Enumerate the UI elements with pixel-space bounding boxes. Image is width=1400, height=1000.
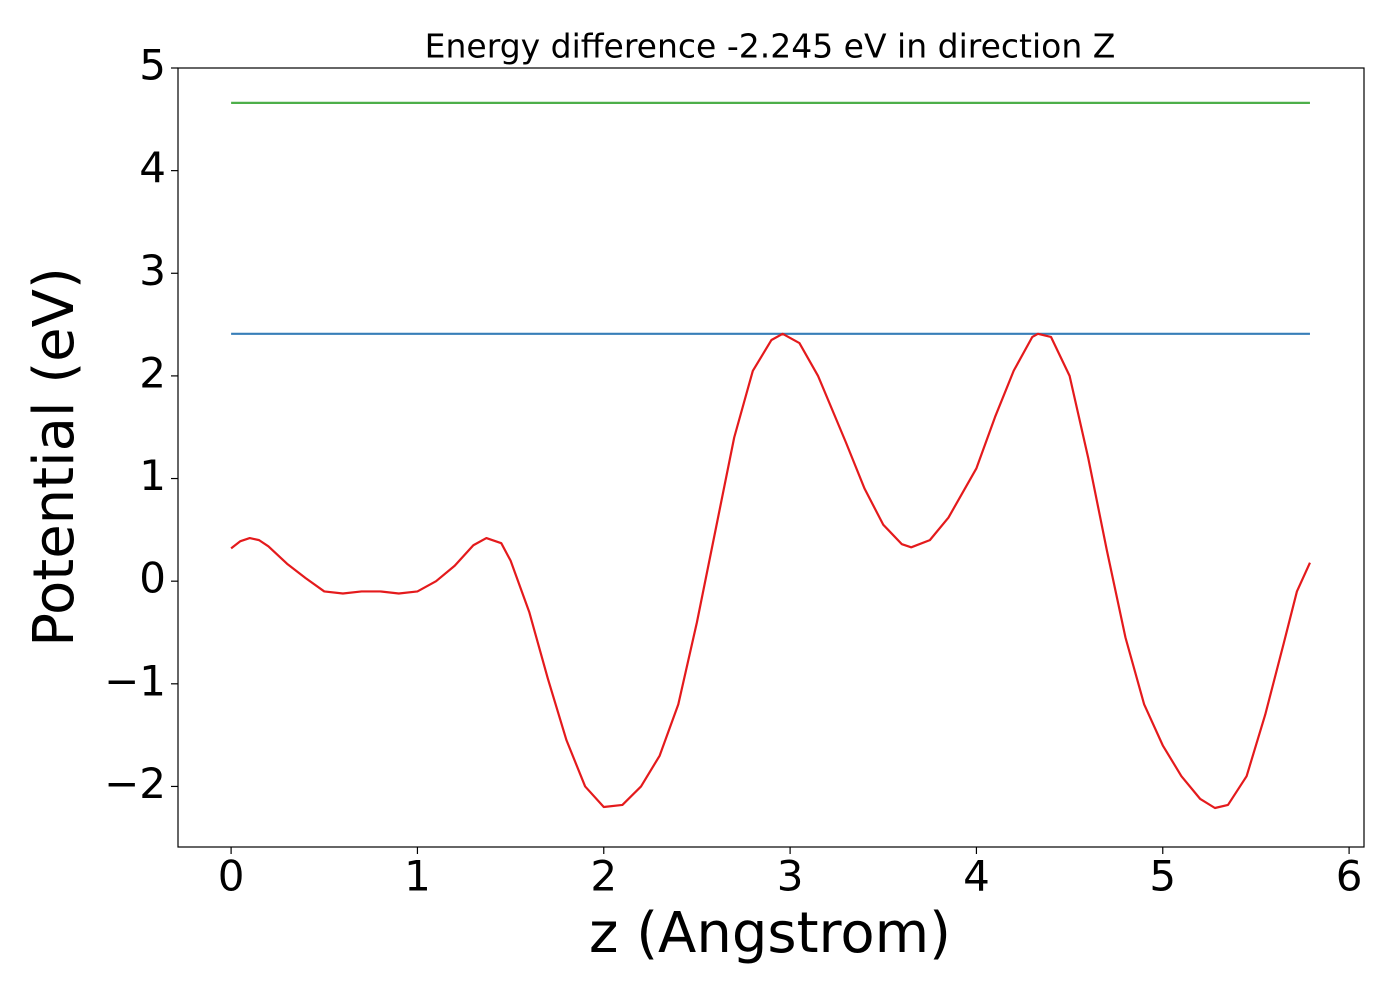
y-tick-label: −1 xyxy=(104,656,166,705)
y-axis-label: Potential (eV) xyxy=(22,267,87,647)
chart-title: Energy difference -2.245 eV in direction… xyxy=(425,27,1116,66)
y-tick-label: −2 xyxy=(104,759,166,808)
x-tick-label: 3 xyxy=(777,852,804,901)
x-tick-label: 4 xyxy=(963,852,990,901)
y-tick-label: 4 xyxy=(139,143,166,192)
x-tick-label: 0 xyxy=(218,852,245,901)
x-tick-label: 5 xyxy=(1149,852,1176,901)
y-tick-label: 3 xyxy=(139,246,166,295)
y-tick-label: 5 xyxy=(139,41,166,90)
y-tick-label: 1 xyxy=(139,451,166,500)
y-tick-label: 2 xyxy=(139,348,166,397)
x-tick-label: 2 xyxy=(590,852,617,901)
x-axis-label: z (Angstrom) xyxy=(589,901,951,966)
plot-frame xyxy=(177,67,1365,848)
x-tick-label: 1 xyxy=(404,852,431,901)
series-line xyxy=(230,332,1311,810)
y-tick-label: 0 xyxy=(139,554,166,603)
x-tick-label: 6 xyxy=(1336,852,1363,901)
